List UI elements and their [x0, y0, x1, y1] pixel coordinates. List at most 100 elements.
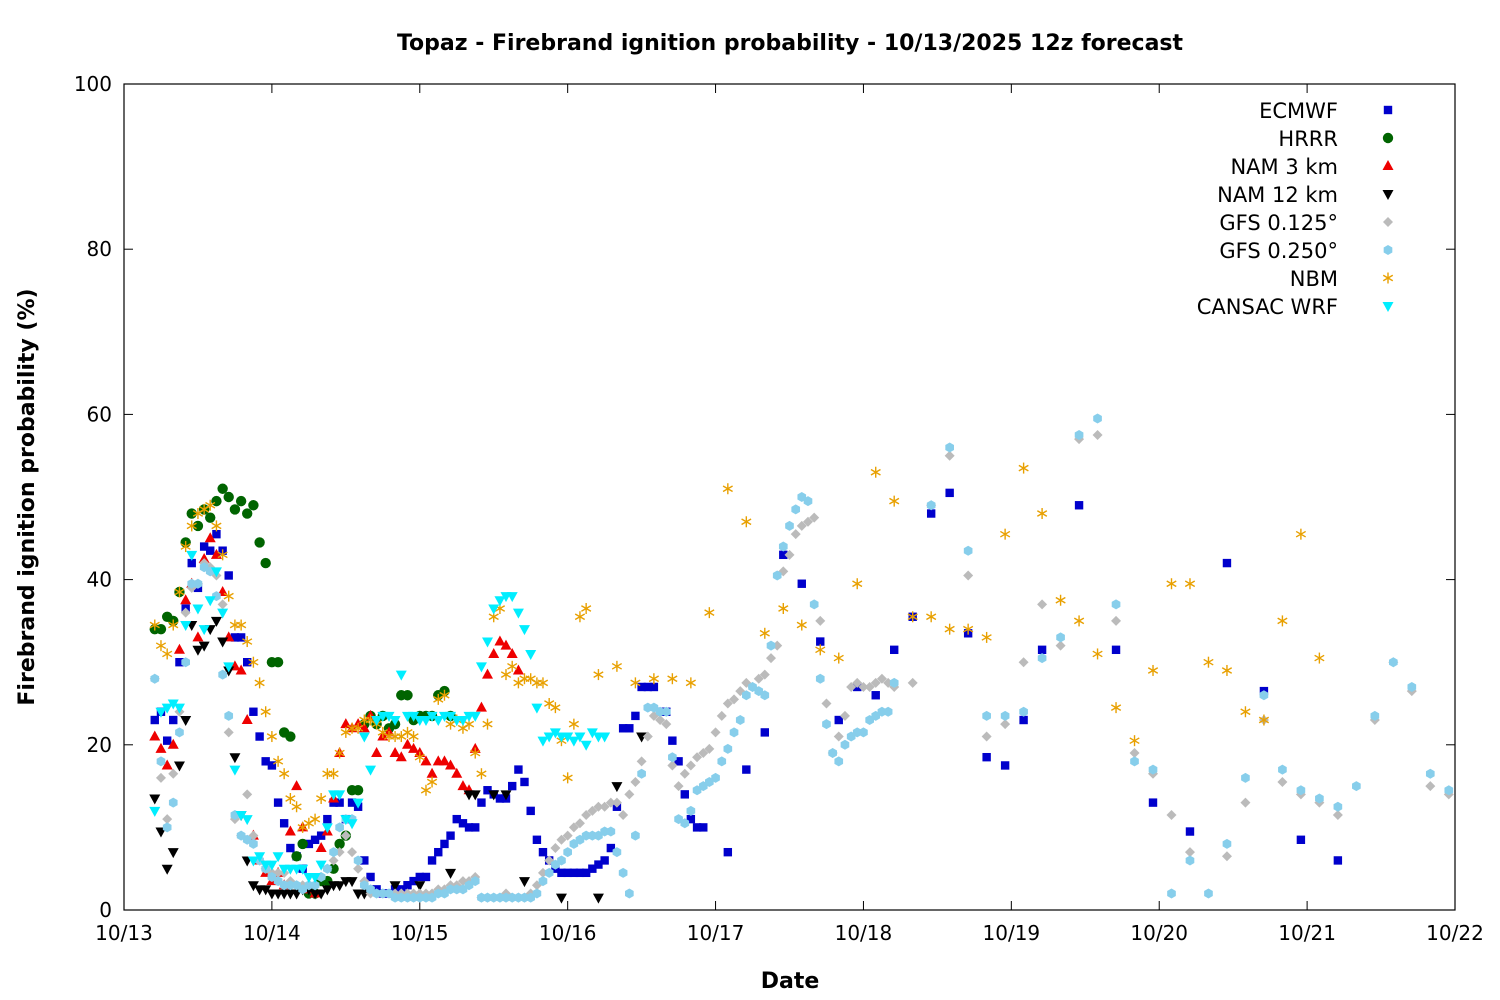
data-point [458, 819, 468, 828]
data-point [155, 640, 167, 652]
data-point [1185, 855, 1195, 866]
data-point [340, 830, 351, 841]
data-point [815, 673, 825, 684]
data-point [680, 790, 689, 799]
data-point [1425, 781, 1436, 792]
data-point [981, 731, 992, 742]
data-point [778, 603, 789, 615]
data-point [1037, 645, 1047, 655]
data-point [488, 604, 500, 615]
axes: 10/13 10/14 10/15 10/16 10/17 10/18 10/19 10/20… [74, 72, 1484, 945]
data-point [395, 670, 407, 681]
data-point [1093, 413, 1102, 424]
data-point [834, 715, 843, 725]
data-point [907, 677, 918, 688]
data-point [766, 640, 776, 651]
data-point [389, 716, 401, 727]
data-point [346, 819, 358, 830]
data-point [1111, 645, 1121, 655]
data-point [692, 823, 702, 832]
data-point [833, 652, 844, 664]
data-point [599, 801, 610, 812]
data-point [525, 649, 537, 660]
data-point [310, 880, 320, 891]
data-point [247, 881, 259, 892]
data-point [520, 777, 529, 787]
data-point [685, 677, 696, 689]
data-point [636, 756, 647, 767]
data-point [470, 876, 480, 887]
data-point [876, 673, 887, 684]
data-point [699, 823, 708, 832]
data-point [1221, 851, 1232, 862]
data-point [260, 706, 271, 718]
data-point [242, 789, 253, 800]
data-point [198, 641, 210, 652]
data-point [223, 590, 234, 602]
data-point [247, 856, 259, 867]
legend-marker [1382, 160, 1394, 170]
data-point [426, 767, 438, 778]
data-point [963, 623, 974, 635]
legend-label: CANSAC WRF [1197, 295, 1338, 319]
series-hrrr [149, 483, 456, 899]
data-point [550, 843, 561, 854]
data-point [594, 860, 603, 869]
data-point [611, 797, 622, 808]
data-point [149, 730, 161, 741]
data-point [366, 872, 375, 882]
data-point [563, 868, 572, 878]
data-point [482, 718, 493, 730]
data-markers [149, 413, 1454, 904]
data-point [593, 801, 604, 812]
data-point [1203, 656, 1214, 668]
data-point [322, 768, 333, 780]
legend-label: GFS 0.250° [1219, 239, 1338, 263]
data-point [352, 722, 364, 734]
data-point [1129, 748, 1140, 759]
data-point [543, 732, 555, 743]
data-point [149, 619, 160, 631]
legend-marker [1383, 217, 1393, 227]
data-point [612, 847, 622, 858]
data-point [229, 765, 241, 776]
data-point [241, 714, 253, 725]
data-point [235, 664, 247, 675]
data-point [605, 797, 616, 808]
data-point [414, 751, 425, 763]
data-point [310, 835, 320, 844]
data-point [323, 814, 332, 824]
data-point [557, 868, 566, 878]
data-point [236, 633, 246, 642]
data-point [1333, 801, 1343, 812]
data-point [162, 736, 172, 745]
data-point [1019, 715, 1028, 725]
data-point [409, 876, 418, 886]
data-point [279, 768, 290, 780]
data-point [168, 797, 178, 808]
data-point [508, 781, 517, 791]
data-point [1241, 772, 1250, 783]
data-point [1258, 714, 1270, 726]
data-point [291, 851, 302, 862]
data-point [266, 731, 278, 743]
legend: ECMWF HRRR NAM 3 km NAM 12 km GFS 0.125° GFS … [1197, 99, 1394, 319]
data-point [729, 727, 739, 738]
data-point [315, 860, 327, 871]
data-point [796, 619, 807, 631]
data-point [421, 872, 431, 882]
data-point [402, 738, 414, 749]
data-point [446, 831, 455, 840]
data-point [742, 765, 751, 774]
data-point [538, 876, 548, 887]
data-point [408, 742, 420, 753]
data-point [180, 621, 192, 632]
data-point [557, 855, 566, 866]
data-point [735, 715, 745, 726]
x-tick-label: 10/19 [983, 921, 1041, 945]
data-point [945, 442, 954, 453]
data-point [414, 881, 426, 892]
data-point [211, 520, 222, 532]
data-point [723, 743, 733, 754]
